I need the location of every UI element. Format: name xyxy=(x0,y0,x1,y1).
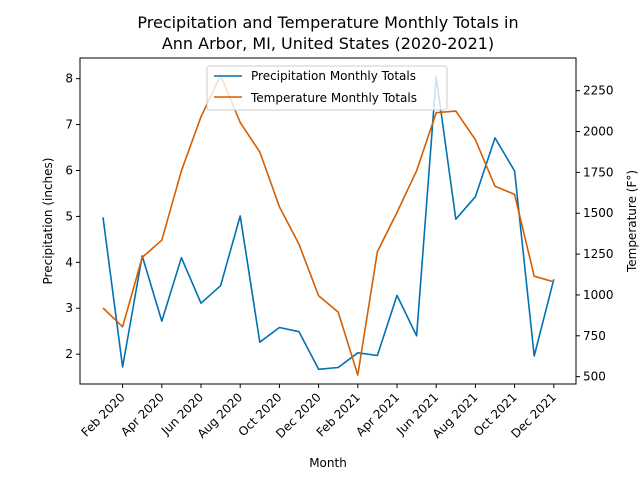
y-left-tick-label: 2 xyxy=(65,347,73,361)
chart-title-line1: Precipitation and Temperature Monthly To… xyxy=(137,13,518,32)
y-left-axis-ticks: 2 3 4 5 6 7 8 xyxy=(65,72,80,361)
y-left-tick-label: 6 xyxy=(65,163,73,177)
y-right-axis-label: Temperature (F°) xyxy=(625,170,639,273)
legend-box xyxy=(206,65,448,111)
legend: Precipitation Monthly Totals Temperature… xyxy=(206,65,448,111)
legend-label-temperature: Temperature Monthly Totals xyxy=(250,91,417,105)
precipitation-series-line xyxy=(102,76,555,371)
y-right-tick-label: 2000 xyxy=(583,125,614,139)
y-right-tick-label: 1500 xyxy=(583,206,614,220)
y-right-tick-label: 1750 xyxy=(583,165,614,179)
chart-title-line2: Ann Arbor, MI, United States (2020-2021) xyxy=(162,34,494,53)
x-tick-label: Apr 2021 xyxy=(353,390,402,439)
y-left-tick-label: 7 xyxy=(65,118,73,132)
x-axis-label: Month xyxy=(309,456,347,470)
temperature-series-line xyxy=(102,74,555,376)
legend-label-precipitation: Precipitation Monthly Totals xyxy=(251,69,416,83)
plot-area xyxy=(79,57,577,385)
series-layer xyxy=(102,74,555,376)
y-left-tick-label: 5 xyxy=(65,209,73,223)
y-right-tick-label: 750 xyxy=(583,329,606,343)
x-tick-label: Apr 2020 xyxy=(118,390,167,439)
y-left-axis-label: Precipitation (inches) xyxy=(41,158,55,285)
y-right-tick-label: 1000 xyxy=(583,288,614,302)
y-right-tick-label: 1250 xyxy=(583,247,614,261)
y-left-tick-label: 4 xyxy=(65,255,73,269)
y-left-tick-label: 8 xyxy=(65,72,73,86)
y-right-tick-label: 2250 xyxy=(583,84,614,98)
y-left-tick-label: 3 xyxy=(65,301,73,315)
y-right-tick-label: 500 xyxy=(583,370,606,384)
y-right-axis-ticks: 500 750 1000 1250 1500 1750 2000 2250 xyxy=(576,84,614,384)
